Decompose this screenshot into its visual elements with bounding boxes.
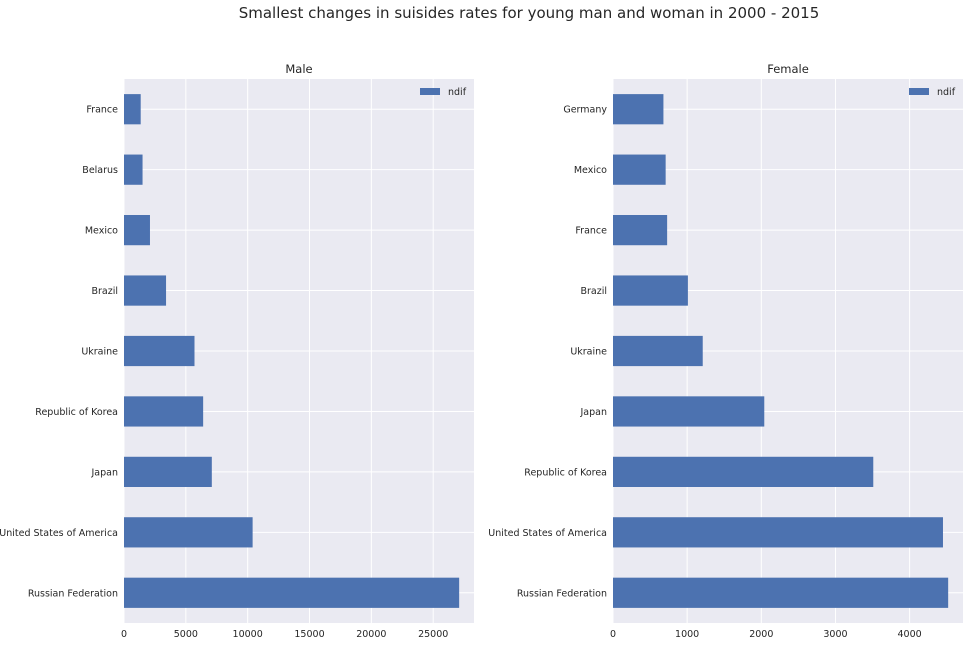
female-category-label: France (575, 226, 607, 237)
female-category-label: United States of America (488, 528, 607, 539)
male-xtick-label: 15000 (294, 629, 324, 640)
female-category-label: Ukraine (570, 347, 607, 358)
female-xtick-label: 4000 (898, 629, 922, 640)
female-bar (613, 275, 688, 306)
male-xtick-label: 25000 (418, 629, 448, 640)
female-legend-label: ndif (937, 87, 956, 98)
female-chart: Russian Federation United States of Ameri… (488, 62, 963, 640)
male-bar (124, 577, 460, 608)
male-legend-swatch (420, 88, 440, 95)
male-chart-title: Male (285, 62, 312, 76)
female-bar (613, 335, 703, 367)
female-bar (613, 456, 874, 487)
male-bar (124, 94, 141, 125)
male-xtick-label: 5000 (174, 629, 198, 640)
female-chart-title: Female (767, 62, 809, 76)
male-bar (124, 215, 150, 246)
female-legend-swatch (909, 88, 929, 95)
male-bar (124, 335, 195, 367)
male-category-label: Ukraine (81, 347, 118, 358)
figure-title: Smallest changes in suisides rates for y… (238, 4, 820, 22)
female-bar (613, 517, 943, 548)
male-category-label: Russian Federation (28, 588, 118, 599)
male-chart: Russian Federation United States of Ameri… (0, 62, 474, 640)
male-bar (124, 154, 143, 185)
male-category-label: Brazil (91, 286, 118, 297)
female-category-label: Russian Federation (517, 588, 607, 599)
male-xtick-label: 10000 (233, 629, 263, 640)
male-bar (124, 456, 212, 487)
female-xtick-label: 0 (610, 629, 616, 640)
male-category-label: France (86, 105, 118, 116)
male-bar (124, 275, 167, 306)
male-category-label: Mexico (85, 226, 118, 237)
female-category-label: Republic of Korea (524, 467, 607, 478)
female-bar (613, 577, 949, 608)
male-category-label: Japan (91, 467, 119, 478)
female-category-label: Mexico (574, 165, 607, 176)
female-xtick-label: 2000 (749, 629, 773, 640)
female-bar (613, 154, 666, 185)
female-category-label: Germany (563, 105, 607, 116)
female-xtick-label: 1000 (675, 629, 699, 640)
male-legend-label: ndif (448, 87, 467, 98)
male-bar (124, 396, 204, 427)
male-bar (124, 517, 253, 548)
female-bar (613, 215, 668, 246)
male-category-label: Belarus (82, 165, 118, 176)
female-bar (613, 396, 765, 427)
male-xtick-label: 0 (121, 629, 127, 640)
male-xtick-label: 20000 (356, 629, 386, 640)
male-category-label: Republic of Korea (35, 407, 118, 418)
female-xtick-label: 3000 (823, 629, 847, 640)
female-category-label: Brazil (580, 286, 607, 297)
female-category-label: Japan (580, 407, 608, 418)
female-bar (613, 94, 664, 125)
male-category-label: United States of America (0, 528, 118, 539)
